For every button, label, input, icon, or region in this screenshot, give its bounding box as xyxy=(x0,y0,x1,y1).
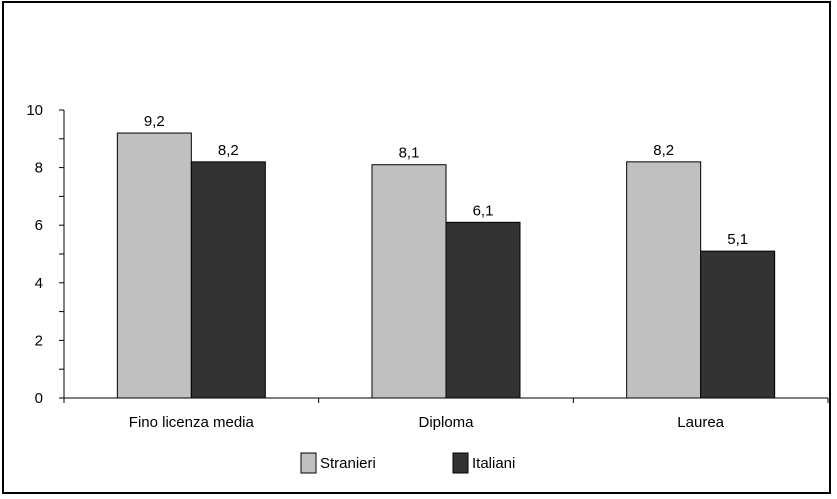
y-tick-label: 6 xyxy=(35,217,43,234)
data-label: 8,1 xyxy=(399,145,420,162)
y-tick-label: 2 xyxy=(35,332,43,349)
category-label: Diploma xyxy=(418,414,474,431)
data-label: 5,1 xyxy=(727,231,748,248)
legend-label: Stranieri xyxy=(320,455,376,472)
bar-stranieri xyxy=(371,164,447,399)
y-tick-label: 8 xyxy=(35,160,43,177)
bar-italiani xyxy=(190,161,266,399)
bar-italiani xyxy=(445,221,521,399)
data-label: 9,2 xyxy=(144,113,165,130)
bar-stranieri xyxy=(116,132,192,399)
bar-stranieri xyxy=(626,161,702,399)
legend-label: Italiani xyxy=(472,455,515,472)
legend-swatch-italiani xyxy=(452,452,469,474)
data-label: 8,2 xyxy=(218,142,239,159)
y-tick-label: 0 xyxy=(35,390,43,407)
legend-swatch-stranieri xyxy=(300,452,317,474)
y-tick-label: 4 xyxy=(35,275,43,292)
category-label: Fino licenza media xyxy=(129,414,255,431)
data-label: 6,1 xyxy=(473,202,494,219)
bar-italiani xyxy=(700,250,776,399)
y-tick-label: 10 xyxy=(26,102,43,119)
data-label: 8,2 xyxy=(653,142,674,159)
category-label: Laurea xyxy=(677,414,724,431)
